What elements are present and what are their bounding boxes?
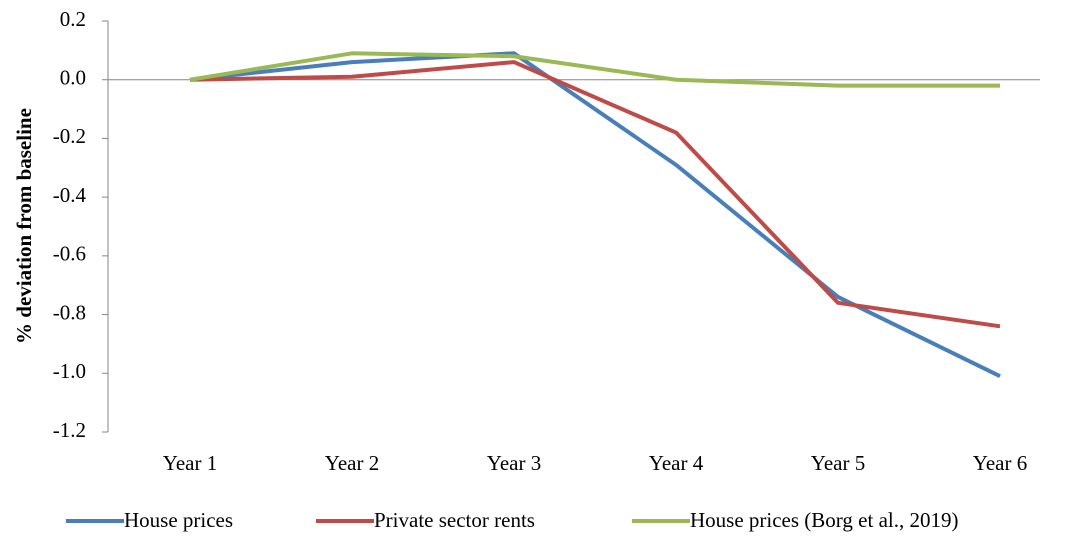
x-tick-label: Year 1 (163, 451, 217, 475)
y-tick-label: 0.0 (60, 66, 86, 90)
y-tick-label: -1.2 (53, 418, 86, 442)
x-tick-label: Year 6 (973, 451, 1027, 475)
y-tick-label: -1.0 (53, 359, 86, 383)
y-tick-label: -0.8 (53, 300, 86, 324)
x-tick-label: Year 4 (649, 451, 704, 475)
y-tick-label: -0.2 (53, 124, 86, 148)
legend-label: House prices (Borg et al., 2019) (690, 508, 958, 532)
x-tick-label: Year 3 (487, 451, 541, 475)
x-tick-label: Year 5 (811, 451, 865, 475)
data-line (189, 60, 1001, 329)
y-tick-label: -0.6 (53, 242, 86, 266)
y-axis-label: % deviation from baseline (12, 108, 36, 344)
legend-label: House prices (124, 508, 233, 532)
legend-label: Private sector rents (374, 508, 535, 532)
x-tick-label: Year 2 (325, 451, 379, 475)
y-tick-label: -0.4 (53, 183, 87, 207)
data-line (189, 51, 1000, 88)
data-line (189, 51, 1001, 379)
y-tick-label: 0.2 (60, 7, 86, 31)
